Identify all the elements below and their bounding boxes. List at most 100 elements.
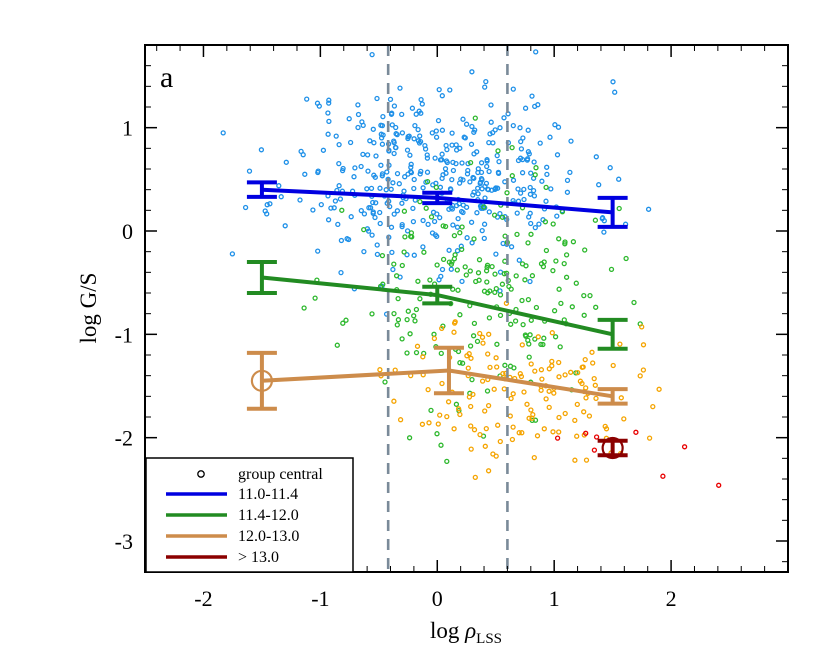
scatter-point bbox=[449, 202, 456, 209]
scatter-point bbox=[424, 152, 430, 158]
scatter-point bbox=[481, 204, 487, 210]
scatter-point bbox=[549, 358, 555, 365]
scatter-point bbox=[593, 304, 599, 310]
scatter-point bbox=[448, 266, 454, 272]
x-axis-label-sub: LSS bbox=[476, 631, 502, 647]
scatter-point bbox=[500, 370, 506, 377]
scatter-point bbox=[493, 453, 499, 459]
scatter-point bbox=[462, 264, 468, 270]
scatter-point bbox=[476, 277, 482, 283]
scatter-point bbox=[558, 300, 564, 307]
scatter-point bbox=[521, 389, 527, 395]
scatter-point bbox=[469, 376, 475, 383]
scatter-point bbox=[394, 208, 401, 214]
scatter-point bbox=[397, 85, 403, 91]
scatter-point bbox=[573, 280, 579, 286]
scatter-point bbox=[461, 134, 467, 140]
scatter-point bbox=[393, 144, 399, 151]
scatter-point bbox=[486, 315, 493, 321]
scatter-point bbox=[282, 223, 288, 229]
scatter-point bbox=[447, 87, 453, 93]
scatter-point bbox=[431, 335, 438, 342]
scatter-point bbox=[570, 239, 577, 245]
scatter-point bbox=[325, 110, 331, 116]
scatter-point bbox=[523, 263, 529, 269]
scatter-point bbox=[361, 248, 367, 255]
scatter-point bbox=[475, 191, 481, 197]
scatter-point bbox=[411, 176, 417, 183]
scatter-point bbox=[352, 165, 358, 171]
scatter-point bbox=[371, 172, 377, 178]
scatter-point bbox=[364, 152, 371, 158]
scatter-point bbox=[404, 147, 411, 153]
scatter-point bbox=[517, 190, 524, 196]
scatter-point bbox=[509, 173, 515, 179]
scatter-point bbox=[562, 410, 568, 417]
scatter-point bbox=[510, 391, 516, 397]
legend-entries: 11.0-11.4 11.4-12.0 12.0-13.0 > 13.0 bbox=[166, 486, 299, 566]
scatter-point bbox=[229, 251, 236, 257]
scatter-point bbox=[485, 468, 492, 474]
scatter-point bbox=[367, 138, 373, 144]
scatter-point bbox=[583, 395, 589, 401]
scatter-point bbox=[437, 214, 443, 221]
scatter-point bbox=[395, 317, 402, 323]
scatter-point bbox=[355, 124, 361, 131]
scatter-point bbox=[413, 306, 420, 313]
scatter-point bbox=[543, 396, 549, 402]
scatter-point bbox=[532, 336, 538, 342]
scatter-point bbox=[389, 122, 395, 128]
scatter-point bbox=[382, 379, 388, 385]
scatter-point bbox=[402, 174, 408, 180]
scatter-point bbox=[497, 312, 504, 319]
scatter-point bbox=[450, 159, 456, 166]
scatter-point bbox=[467, 268, 473, 274]
scatter-point bbox=[482, 443, 488, 449]
scatter-point bbox=[542, 219, 549, 225]
scatter-point bbox=[414, 343, 421, 349]
scatter-point bbox=[528, 231, 534, 237]
scatter-point bbox=[336, 183, 342, 189]
scatter-point bbox=[528, 361, 534, 367]
scatter-point bbox=[355, 111, 362, 118]
scatter-point bbox=[618, 395, 624, 401]
scatter-point bbox=[442, 223, 449, 230]
scatter-point bbox=[449, 176, 455, 183]
scatter-point bbox=[508, 286, 514, 292]
scatter-point bbox=[455, 215, 461, 222]
scatter-point bbox=[513, 273, 519, 279]
scatter-point bbox=[463, 121, 470, 127]
scatter-point bbox=[276, 183, 282, 189]
scatter-point bbox=[412, 122, 418, 129]
scatter-point bbox=[380, 132, 386, 138]
scatter-point bbox=[612, 89, 618, 95]
scatter-point bbox=[332, 198, 339, 204]
scatter-point bbox=[440, 172, 446, 178]
scatter-point bbox=[366, 205, 372, 211]
scatter-point bbox=[394, 170, 401, 177]
scatter-point bbox=[509, 436, 516, 443]
scatter-point bbox=[459, 360, 466, 366]
scatter-point bbox=[418, 168, 424, 175]
scatter-point bbox=[460, 116, 466, 122]
scatter-point bbox=[424, 169, 431, 175]
scatter-point bbox=[525, 127, 531, 133]
scatter-point bbox=[510, 177, 517, 183]
scatter-point bbox=[459, 278, 465, 285]
scatter-point bbox=[453, 147, 460, 153]
scatter-point bbox=[591, 375, 597, 382]
scatter-point bbox=[454, 267, 460, 273]
scatter-point bbox=[220, 130, 226, 136]
y-tick-label: -3 bbox=[115, 529, 133, 554]
scatter-point bbox=[543, 198, 549, 204]
scatter-point bbox=[538, 341, 544, 348]
scatter-point bbox=[541, 335, 547, 341]
scatter-point bbox=[302, 171, 308, 177]
scatter-point bbox=[467, 343, 474, 349]
scatter-point bbox=[479, 227, 485, 234]
scatter-point bbox=[493, 251, 499, 257]
scatter-point bbox=[433, 134, 440, 140]
y-tick-label: -1 bbox=[115, 322, 133, 347]
scatter-point bbox=[491, 386, 497, 392]
scatter-point bbox=[344, 236, 350, 242]
